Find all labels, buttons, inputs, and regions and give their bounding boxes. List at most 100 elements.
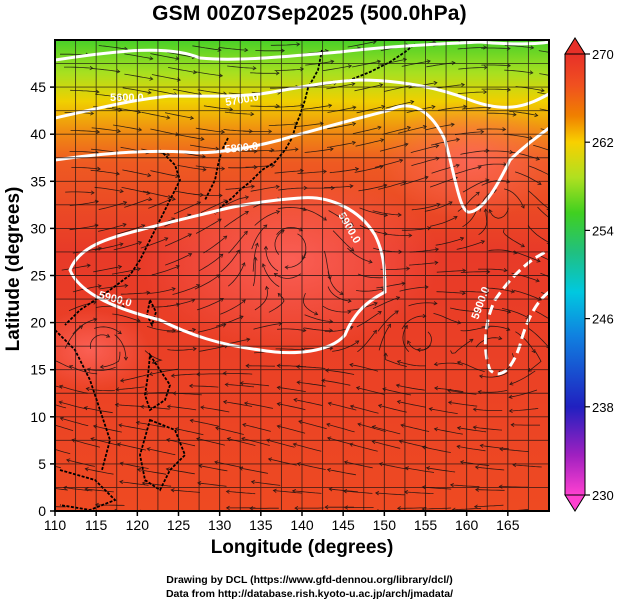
streamline-arrowhead <box>428 407 433 412</box>
streamline <box>325 369 355 375</box>
streamline <box>489 207 509 219</box>
streamline <box>142 482 172 487</box>
streamline <box>228 231 248 254</box>
streamline <box>55 385 63 389</box>
streamline-arrowhead <box>265 285 270 290</box>
streamline-arrowhead <box>275 210 281 215</box>
streamline-arrowhead <box>243 401 249 406</box>
streamline <box>193 71 223 77</box>
x-axis-label: Longitude (degrees) <box>210 537 394 558</box>
streamline <box>66 459 95 467</box>
streamline-arrowhead <box>349 404 355 409</box>
streamline-arrowhead <box>354 167 360 172</box>
contour-label: 5600.0 <box>110 92 144 104</box>
streamline <box>98 45 128 50</box>
streamline-arrowhead <box>475 309 480 314</box>
streamline <box>321 379 351 386</box>
streamline-arrowhead <box>85 386 90 392</box>
streamline <box>200 406 230 413</box>
streamline <box>475 489 505 491</box>
streamline <box>199 465 228 472</box>
streamline <box>115 404 145 408</box>
streamline <box>203 105 233 110</box>
streamline-arrowhead <box>245 363 250 368</box>
streamline <box>294 122 324 128</box>
colorbar-tick-label: 246 <box>592 312 614 327</box>
streamline <box>355 139 384 147</box>
streamline <box>372 210 402 216</box>
streamline <box>252 257 256 287</box>
streamline-arrowhead <box>536 258 541 263</box>
streamline <box>55 449 71 455</box>
streamline-arrowhead <box>90 111 95 116</box>
streamline <box>447 390 477 395</box>
streamline-arrowhead <box>461 290 466 296</box>
streamline-arrowhead <box>197 481 202 486</box>
streamline <box>166 51 196 58</box>
streamline-arrowhead <box>502 127 507 132</box>
coastline-philippines <box>139 418 187 492</box>
streamline-arrowhead <box>503 267 508 273</box>
streamline-arrowhead <box>330 59 335 64</box>
streamline-arrowhead <box>508 408 513 414</box>
streamline <box>168 67 197 73</box>
streamline <box>474 504 504 508</box>
streamline-arrowhead <box>406 125 412 131</box>
streamline-arrowhead <box>275 71 280 76</box>
streamline <box>242 130 272 132</box>
streamline-arrowhead <box>483 45 488 50</box>
streamline-arrowhead <box>324 368 330 373</box>
streamline-arrowhead <box>478 374 484 379</box>
streamline <box>195 218 222 234</box>
streamline-arrowhead <box>322 216 327 221</box>
streamline-arrowhead <box>498 336 503 341</box>
streamline-arrowhead <box>149 56 154 61</box>
streamline <box>275 348 305 351</box>
streamline-arrowhead <box>510 422 515 428</box>
streamline <box>358 184 387 192</box>
streamline <box>459 290 489 294</box>
colorbar-max-triangle <box>564 37 586 55</box>
streamline <box>385 353 407 367</box>
streamline-arrowhead <box>253 149 258 154</box>
streamline-arrowhead <box>357 422 362 427</box>
streamline <box>262 263 280 288</box>
streamline <box>94 326 122 335</box>
streamline <box>85 488 114 493</box>
streamline <box>71 167 101 170</box>
streamline-arrowhead <box>294 505 299 511</box>
streamline-arrowhead <box>137 127 143 132</box>
streamline <box>273 490 303 494</box>
streamline <box>95 93 124 99</box>
streamline <box>250 72 280 74</box>
streamline-arrowhead <box>268 129 273 134</box>
streamline-arrowhead <box>373 301 378 306</box>
streamline-arrowhead <box>399 158 404 163</box>
streamline-arrowhead <box>397 212 402 217</box>
streamline <box>400 424 430 432</box>
streamline <box>203 235 227 254</box>
streamline <box>171 489 200 493</box>
streamline-arrowhead <box>422 124 427 130</box>
streamline-arrowhead <box>529 70 534 75</box>
streamline-arrowhead <box>407 340 411 345</box>
streamline <box>136 422 165 428</box>
streamline <box>59 401 88 410</box>
streamline-arrowhead <box>433 361 438 367</box>
streamline-arrowhead <box>272 488 277 493</box>
streamline <box>297 233 307 260</box>
streamline <box>69 224 99 231</box>
streamline <box>225 384 255 388</box>
streamline-arrowhead <box>68 365 74 370</box>
streamline-arrowhead <box>175 512 178 516</box>
streamline-arrowhead <box>296 42 301 47</box>
streamline-arrowhead <box>84 467 89 472</box>
streamline <box>475 466 505 471</box>
streamline <box>302 104 332 110</box>
y-tick-label: 10 <box>30 409 46 425</box>
streamline <box>399 286 429 292</box>
streamline-arrowhead <box>119 378 125 383</box>
streamline-arrowhead <box>327 275 332 280</box>
streamline <box>223 401 253 407</box>
streamline <box>274 273 302 279</box>
